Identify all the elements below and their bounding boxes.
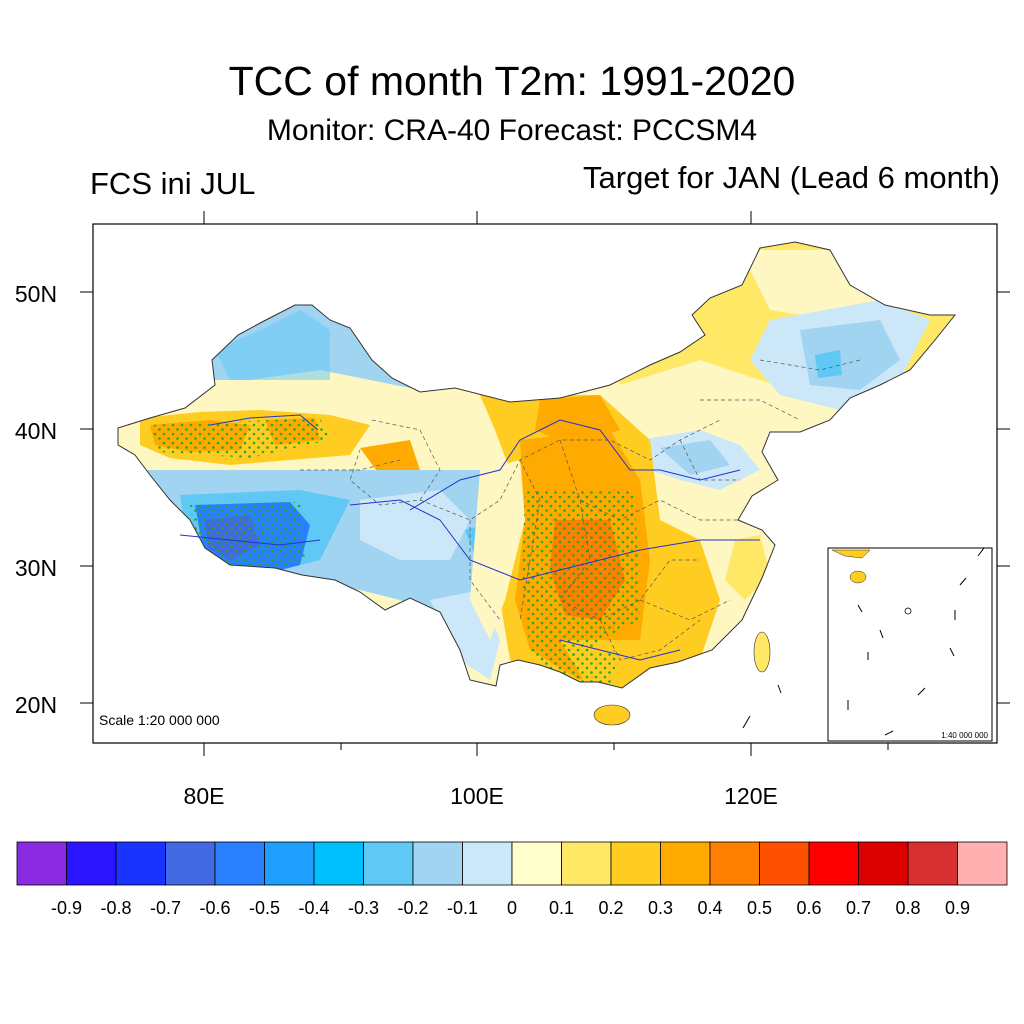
- colorbar-swatch: [808, 841, 859, 886]
- inset-scale-label: 1:40 000 000: [941, 731, 988, 740]
- sea-island-marks: [742, 684, 782, 729]
- colorbar-tick-label: -0.4: [298, 898, 329, 918]
- rivers: [179, 414, 760, 661]
- scale-label: Scale 1:20 000 000: [99, 712, 220, 728]
- map-title: TCC of month T2m: 1991-2020: [228, 58, 796, 104]
- colorbar-tick-label: 0.2: [598, 898, 623, 918]
- colorbar-swatch: [115, 841, 166, 886]
- colorbar-tick-label: 0: [507, 898, 517, 918]
- colorbar-tick-label: -0.9: [51, 898, 82, 918]
- axis-ticks: [80, 211, 1010, 756]
- colorbar-tick-label: 0.4: [697, 898, 722, 918]
- colorbar: -0.9 -0.8 -0.7 -0.6 -0.5 -0.4 -0.3 -0.2 -0.1 0 0.1…: [16, 841, 1008, 918]
- lat-label-40n: 40N: [15, 418, 57, 444]
- lon-label-120e: 120E: [724, 783, 778, 809]
- lat-label-50n: 50N: [15, 281, 57, 307]
- taiwan-island: [753, 631, 771, 673]
- colorbar-tick-label: -0.1: [447, 898, 478, 918]
- colorbar-swatch: [709, 841, 760, 886]
- colorbar-tick-label: 0.3: [648, 898, 673, 918]
- colorbar-tick-label: -0.7: [150, 898, 181, 918]
- colorbar-swatch: [214, 841, 265, 886]
- south-china-sea-inset: 1:40 000 000: [827, 547, 993, 742]
- colorbar-tick-label: 0.6: [796, 898, 821, 918]
- colorbar-swatch: [610, 841, 661, 886]
- colorbar-tick-label: 0.8: [895, 898, 920, 918]
- colorbar-swatch: [363, 841, 414, 886]
- colorbar-tick-label: 0.7: [846, 898, 871, 918]
- colorbar-tick-label: -0.2: [397, 898, 428, 918]
- colorbar-swatch: [16, 841, 67, 886]
- colorbar-tick-label: -0.8: [100, 898, 131, 918]
- lat-label-20n: 20N: [15, 692, 57, 718]
- colorbar-swatch: [66, 841, 117, 886]
- colorbar-swatch: [511, 841, 562, 886]
- colorbar-swatch: [858, 841, 909, 886]
- colorbar-tick-label: 0.5: [747, 898, 772, 918]
- lon-label-100e: 100E: [450, 783, 504, 809]
- map-subtitle: Monitor: CRA-40 Forecast: PCCSM4: [266, 114, 758, 147]
- province-boundaries: [300, 359, 861, 661]
- colorbar-swatch: [462, 841, 513, 886]
- lon-label-80e: 80E: [184, 783, 225, 809]
- hainan-island: [593, 704, 631, 726]
- colorbar-tick-label: -0.6: [199, 898, 230, 918]
- initialization-label: FCS ini JUL: [90, 166, 256, 201]
- colorbar-swatch: [412, 841, 463, 886]
- colorbar-swatch: [660, 841, 711, 886]
- colorbar-tick-label: 0.1: [549, 898, 574, 918]
- colorbar-tick-label: -0.3: [348, 898, 379, 918]
- colorbar-swatch: [957, 841, 1008, 886]
- colorbar-swatch: [264, 841, 315, 886]
- lat-label-30n: 30N: [15, 555, 57, 581]
- china-outline: [117, 241, 957, 689]
- colorbar-tick-label: -0.5: [249, 898, 280, 918]
- colorbar-swatch: [313, 841, 364, 886]
- target-label: Target for JAN (Lead 6 month): [583, 160, 1000, 195]
- colorbar-swatch: [561, 841, 612, 886]
- colorbar-tick-label: 0.9: [945, 898, 970, 918]
- colorbar-swatch: [759, 841, 810, 886]
- colorbar-swatch: [165, 841, 216, 886]
- colorbar-swatch: [907, 841, 958, 886]
